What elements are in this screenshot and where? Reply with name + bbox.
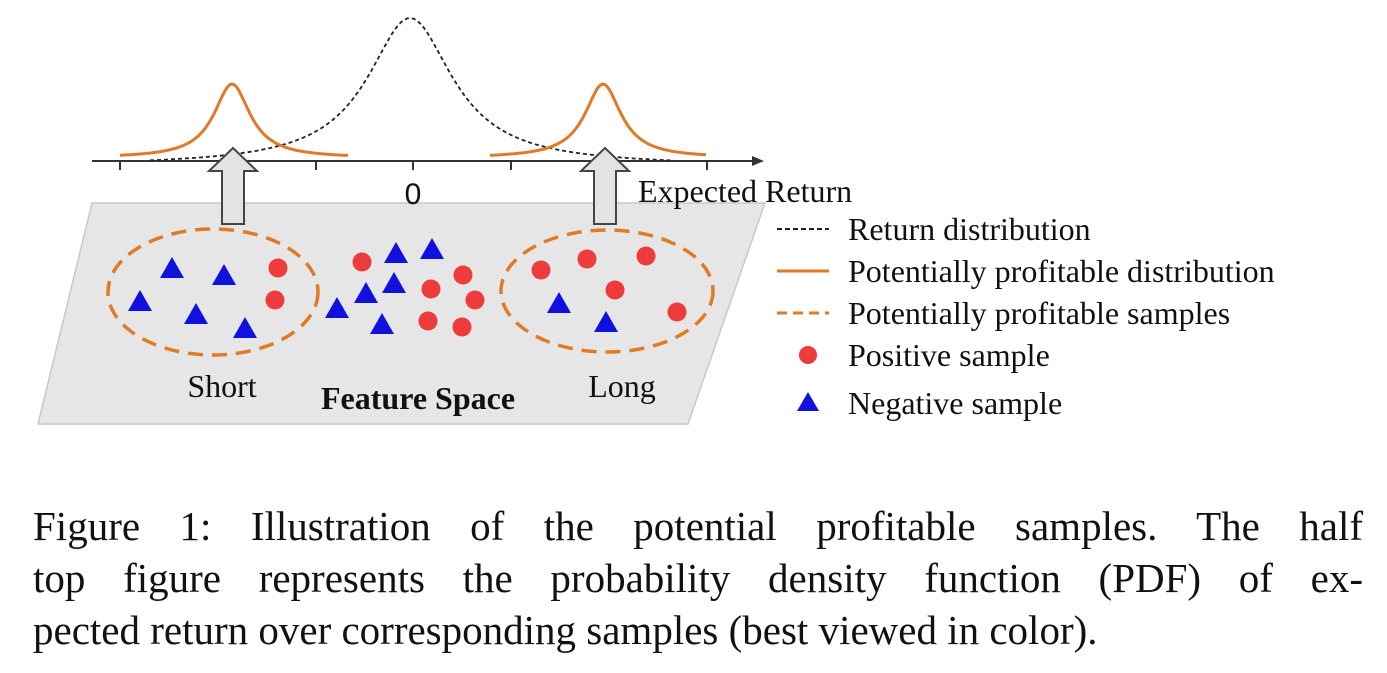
axis-title: Expected Return [638,173,852,209]
legend-profitable-distribution-label: Potentially profitable distribution [848,253,1275,289]
short-samples-ellipse [106,227,320,357]
negative-sample-marker [325,297,349,318]
positive-sample-marker [265,290,285,310]
negative-sample-marker [420,238,444,259]
legend-profitable-samples-label: Potentially profitable samples [848,295,1230,331]
figure-illustration: 0 Expected Return Short Feature Space Lo… [37,17,1275,425]
axis-zero-label: 0 [405,178,422,211]
negative-sample-marker [547,292,571,313]
long-label: Long [588,368,656,404]
legend-return-distribution-label: Return distribution [848,211,1091,247]
negative-sample-marker [160,257,184,278]
legend-positive-label: Positive sample [848,337,1050,373]
positive-sample-marker [268,258,288,278]
positive-sample-marker [352,252,372,272]
short-profitable-distribution-curve [119,82,349,157]
negative-sample-marker [354,282,378,303]
negative-sample-marker [382,272,406,293]
caption-line-2: top figure represents the probability de… [33,555,1363,601]
return-distribution-curve [149,17,673,162]
legend-negative-swatch [797,392,819,411]
axis-arrowhead [752,156,764,166]
long-profitable-distribution-curve [489,82,707,157]
short-up-arrow [206,146,260,225]
long-samples-ellipse [499,228,715,354]
figure-caption: Figure 1: Illustration of the potential … [33,500,1363,656]
positive-sample-marker [421,279,441,299]
positive-sample-marker [636,246,656,266]
positive-sample-marker [465,290,485,310]
positive-sample-marker [452,317,472,337]
negative-sample-marker [370,313,394,334]
negative-sample-marker [128,290,152,311]
samples-group [128,238,687,338]
positive-sample-marker [418,311,438,331]
long-up-arrow [578,146,632,225]
short-label: Short [187,368,256,404]
caption-line-1: Figure 1: Illustration of the potential … [33,503,1363,549]
legend-positive-swatch [799,346,817,364]
negative-sample-marker [212,264,236,285]
caption-line-3: pected return over corresponding samples… [33,607,1098,653]
negative-sample-marker [184,303,208,324]
negative-sample-marker [233,317,257,338]
positive-sample-marker [531,260,551,280]
negative-sample-marker [594,311,618,332]
positive-sample-marker [453,265,473,285]
positive-sample-marker [605,280,625,300]
positive-sample-marker [577,249,597,269]
positive-sample-marker [667,302,687,322]
legend: Return distribution Potentially profitab… [777,211,1275,421]
negative-sample-marker [384,242,408,263]
feature-space-label: Feature Space [321,380,515,416]
legend-negative-label: Negative sample [848,385,1062,421]
